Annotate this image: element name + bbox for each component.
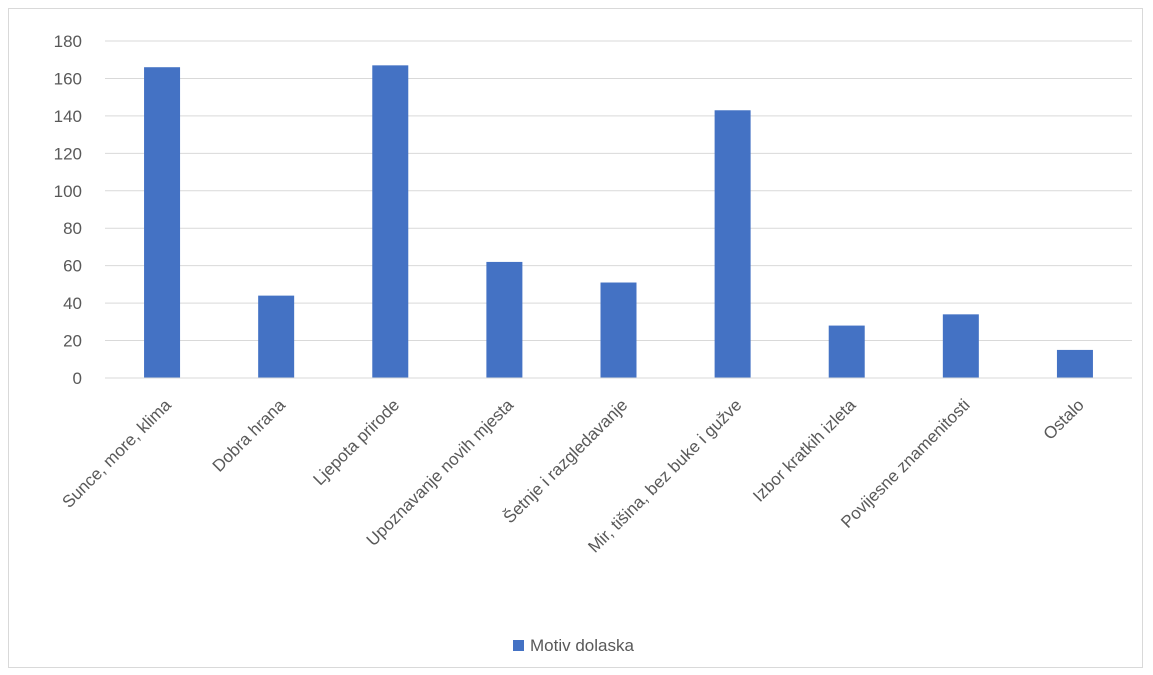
legend-label: Motiv dolaska [530, 636, 634, 655]
x-tick-label: Izbor kratkih izleta [749, 395, 860, 506]
legend-swatch [513, 640, 524, 651]
x-tick-label: Povijesne znamenitosti [837, 395, 973, 531]
bar[interactable] [942, 314, 979, 378]
y-tick-label: 40 [63, 294, 82, 313]
bars [144, 65, 1093, 379]
bar[interactable] [372, 65, 409, 378]
bar[interactable] [1056, 349, 1093, 378]
legend[interactable]: Motiv dolaska [513, 636, 634, 655]
y-tick-label: 180 [54, 32, 82, 51]
x-tick-label: Šetnje i razgledavanje [500, 395, 632, 527]
y-tick-label: 60 [63, 257, 82, 276]
y-tick-label: 100 [54, 182, 82, 201]
x-tick-label: Dobra hrana [209, 395, 290, 476]
y-tick-label: 80 [63, 219, 82, 238]
y-tick-label: 160 [54, 69, 82, 88]
bar[interactable] [258, 295, 295, 378]
bar[interactable] [144, 67, 181, 378]
bar[interactable] [486, 261, 523, 378]
y-tick-label: 140 [54, 107, 82, 126]
x-axis-labels: Sunce, more, klima Dobra hrana Ljepota pri… [59, 395, 1088, 556]
y-tick-label: 20 [63, 332, 82, 351]
y-tick-label: 120 [54, 144, 82, 163]
x-tick-label: Sunce, more, klima [59, 395, 176, 512]
x-tick-label: Ljepota prirode [309, 395, 403, 489]
bar[interactable] [828, 325, 865, 378]
y-axis-ticks: 0 20 40 60 80 100 120 140 160 180 [54, 32, 82, 388]
x-tick-label: Ostalo [1040, 395, 1088, 443]
bar[interactable] [714, 110, 751, 379]
y-tick-label: 0 [73, 369, 82, 388]
bar[interactable] [600, 282, 637, 378]
